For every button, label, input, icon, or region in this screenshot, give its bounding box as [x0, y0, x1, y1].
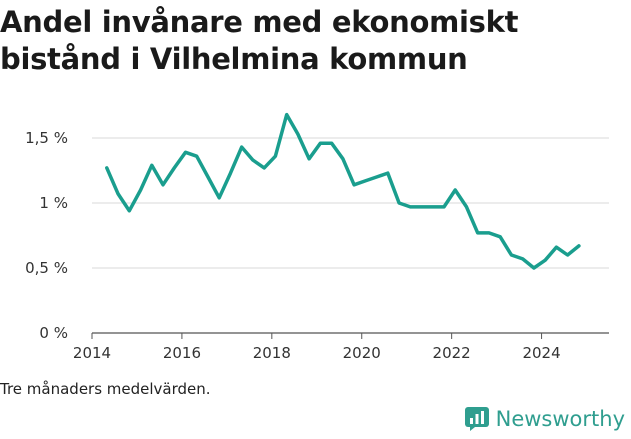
data-point — [386, 171, 390, 175]
x-tick-label: 2024 — [522, 344, 560, 362]
data-point — [431, 205, 434, 209]
brand-name: Newsworthy — [495, 407, 625, 431]
data-point — [352, 183, 356, 186]
chart-footnote: Tre månaders medelvärden. — [0, 380, 211, 398]
x-axis: 2014 2016 2018 2020 2022 2024 — [73, 333, 561, 362]
data-point — [218, 196, 221, 199]
gridlines — [92, 137, 609, 334]
data-point — [487, 231, 491, 235]
data-point — [341, 157, 345, 160]
data-point — [161, 183, 165, 186]
data-point — [330, 142, 333, 145]
data-point — [251, 158, 255, 162]
data-point — [307, 157, 311, 160]
data-point — [375, 175, 378, 179]
data-point — [285, 113, 288, 116]
x-tick-label: 2018 — [253, 344, 291, 362]
data-point — [420, 205, 423, 209]
y-tick-label: 1 % — [39, 194, 68, 212]
data-point — [128, 209, 131, 212]
y-tick-label: 1,5 % — [25, 129, 68, 147]
x-tick-label: 2020 — [343, 344, 381, 362]
data-point — [173, 166, 176, 170]
line-chart: 0 % 0,5 % 1 % 1,5 % 2014 2016 2018 2020 2022 202… — [25, 112, 609, 362]
data-point — [555, 246, 558, 249]
data-point — [262, 166, 266, 170]
data-point — [105, 166, 109, 170]
series-layer — [105, 112, 581, 270]
data-point — [296, 132, 300, 136]
data-point — [150, 164, 153, 167]
data-point — [454, 188, 457, 192]
data-point — [577, 244, 581, 248]
data-point — [206, 175, 210, 179]
x-tick-label: 2022 — [433, 344, 471, 362]
data-point — [442, 205, 446, 209]
data-point — [543, 259, 547, 262]
data-point — [465, 205, 468, 209]
data-point — [195, 155, 198, 158]
x-tick-label: 2016 — [163, 344, 201, 362]
data-point — [566, 253, 569, 257]
data-point — [139, 188, 142, 192]
y-tick-label: 0 % — [39, 324, 68, 342]
data-point — [499, 235, 502, 238]
data-point — [510, 253, 513, 257]
data-point — [409, 205, 412, 209]
data-point — [274, 155, 277, 158]
chart-title: Andel invånare med ekonomiskt bistånd i … — [0, 5, 519, 76]
data-point — [116, 192, 120, 196]
y-axis: 0 % 0,5 % 1 % 1,5 % — [25, 129, 68, 342]
data-point — [364, 179, 367, 183]
data-point — [532, 266, 536, 270]
data-point — [521, 257, 524, 261]
x-tick-label: 2014 — [73, 344, 111, 362]
brand-logo: Newsworthy — [464, 406, 625, 432]
y-tick-label: 0,5 % — [25, 259, 68, 277]
data-point — [397, 201, 401, 205]
data-point — [319, 142, 322, 145]
data-point — [229, 171, 232, 175]
data-point — [476, 231, 479, 235]
data-point — [240, 145, 243, 149]
data-point — [184, 151, 187, 154]
newsworthy-logo-icon — [464, 407, 489, 431]
